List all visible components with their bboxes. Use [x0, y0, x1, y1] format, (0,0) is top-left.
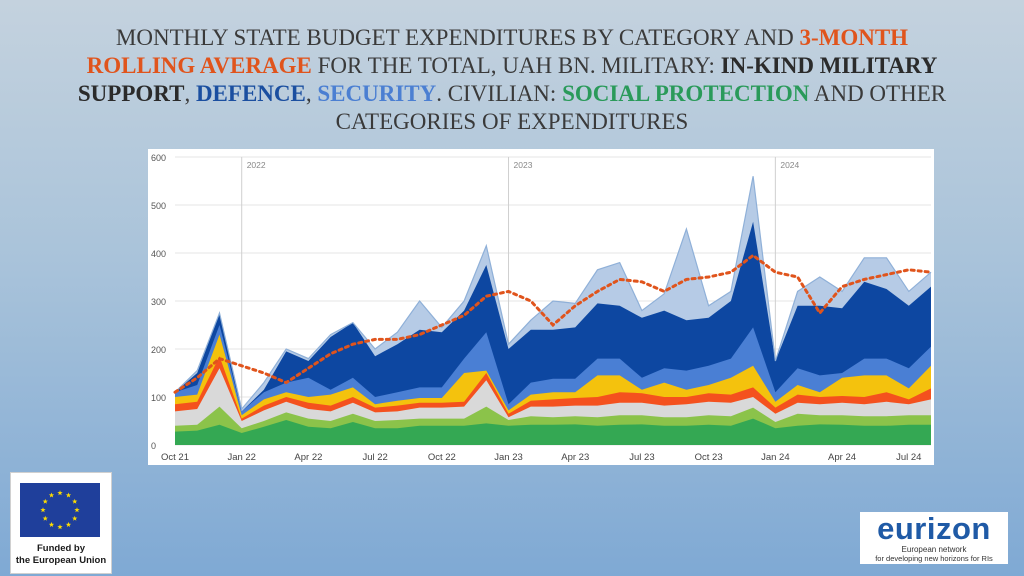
eurizon-logo: eurizon European network for developing … — [860, 512, 1008, 564]
eu-star-icon — [42, 515, 48, 521]
x-tick-label: Jul 22 — [362, 452, 387, 463]
eu-funded-text: Funded by the European Union — [11, 543, 111, 567]
title-part-11: AND OTHER CATEGORIES OF EXPENDITURES — [335, 81, 947, 134]
eu-logo: Funded by the European Union — [10, 472, 112, 574]
x-tick-label: Jan 24 — [761, 452, 790, 463]
title-part-5: , — [184, 81, 196, 106]
total-outline — [174, 176, 932, 411]
eu-flag-icon — [20, 483, 100, 537]
eurizon-tagline-2: for developing new horizons for RIs — [875, 554, 993, 563]
title-defence: DEFENCE — [195, 81, 306, 106]
eurizon-wordmark: eurizon — [877, 511, 991, 546]
title-part-9: . CIVILIAN: — [436, 81, 563, 106]
x-tick-label: Jan 23 — [494, 452, 523, 463]
rolling-average-line — [173, 253, 933, 394]
x-tick-label: Apr 23 — [561, 452, 589, 463]
eu-star-icon — [40, 507, 46, 513]
eu-star-icon — [57, 490, 63, 496]
title-part-3: FOR THE TOTAL, UAH BN. MILITARY: — [311, 53, 721, 78]
y-tick-label: 300 — [151, 297, 166, 307]
eu-funded-line1: Funded by — [36, 543, 86, 554]
eu-star-icon — [65, 492, 72, 498]
eu-star-icon — [48, 492, 55, 498]
y-tick-label: 200 — [151, 345, 166, 355]
x-tick-label: Oct 23 — [695, 452, 723, 463]
y-tick-label: 100 — [151, 393, 166, 403]
eu-star-icon — [74, 507, 80, 513]
y-tick-label: 500 — [151, 201, 166, 211]
area-series-0 — [175, 418, 931, 445]
eu-star-icon — [42, 498, 48, 504]
x-tick-label: Oct 22 — [428, 452, 456, 463]
title-part-7: , — [305, 81, 318, 106]
year-label: 2022 — [247, 160, 266, 170]
eu-star-icon — [72, 498, 78, 504]
eu-funded-line2: the European Union — [15, 555, 107, 566]
x-tick-label: Jul 24 — [896, 452, 921, 463]
eu-star-icon — [72, 515, 78, 521]
title-part-1: MONTHLY STATE BUDGET EXPENDITURES BY CAT… — [115, 25, 800, 50]
chart-container: 0 100 200 300 400 500 600 2022 2023 2024 Oct 21 Jan… — [148, 149, 934, 465]
eu-star-icon — [65, 521, 72, 527]
y-tick-label: 400 — [151, 249, 166, 259]
eu-star-icon — [57, 524, 63, 530]
slide-title: MONTHLY STATE BUDGET EXPENDITURES BY CAT… — [60, 24, 964, 136]
y-tick-label: 0 — [151, 441, 156, 451]
title-rolling-average: 3-MONTH ROLLING AVERAGE — [86, 25, 909, 78]
x-tick-label: Oct 21 — [161, 452, 189, 463]
title-security: SECURITY — [317, 81, 437, 106]
year-label: 2023 — [514, 160, 533, 170]
x-tick-label: Jul 23 — [629, 452, 654, 463]
expenditure-area-chart: 0 100 200 300 400 500 600 2022 2023 2024 Oct 21 Jan… — [151, 153, 933, 463]
eurizon-tagline-1: European network — [901, 545, 967, 554]
x-tick-label: Jan 22 — [227, 452, 256, 463]
x-tick-label: Apr 24 — [828, 452, 856, 463]
title-social-protection: SOCIAL PROTECTION — [562, 81, 810, 106]
eu-star-icon — [48, 521, 55, 527]
x-tick-label: Apr 22 — [294, 452, 322, 463]
year-label: 2024 — [780, 160, 799, 170]
title-inkind: IN-KIND MILITARY SUPPORT — [77, 53, 938, 106]
y-tick-label: 600 — [151, 153, 166, 163]
